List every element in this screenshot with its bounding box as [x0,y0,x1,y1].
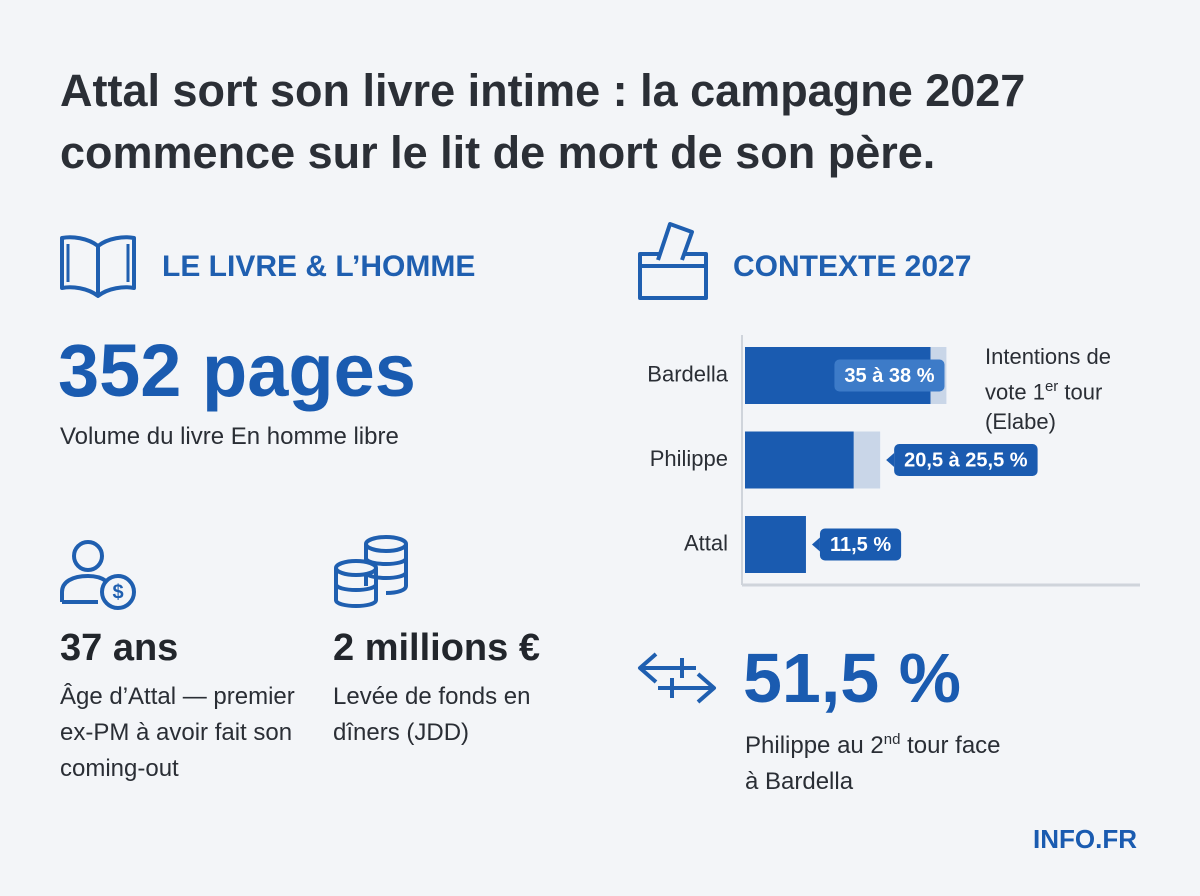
legend-sup: er [1044,378,1059,395]
runoff-value: 51,5 % [743,639,961,717]
category-label: Philippe [650,446,728,471]
swap-icon [638,652,716,704]
caption: Volume du livre En homme libre [60,423,399,450]
value-label: 11,5 % [830,534,891,556]
chart: Bardella 35 à 38 % Philippe 20,5 à 25,5 % At… [647,335,1140,587]
section-heading: CONTEXTE 2027 [733,250,972,283]
title: Attal sort son livre intime : la campagn… [60,65,1026,178]
label-pointer [811,537,820,552]
label-pill [819,528,902,561]
label-pill [834,359,945,392]
category-label: Bardella [647,361,728,386]
person-icon: $ [60,540,136,610]
coins-icon [334,535,408,608]
stat-caption: Âge d’Attal — premier ex-PM à avoir fait… [60,683,295,782]
section-heading: LE LIVRE & L’HOMME [162,250,476,283]
legend-text: Intentions de vote 1 [985,344,1111,405]
bar [745,431,854,489]
runoff-caption: Philippe au 2nd tour face à Bardella [745,722,1015,800]
legend: Intentions de vote 1er tour (Elabe) [985,342,1155,437]
svg-text:$: $ [112,581,123,603]
category-label: Attal [684,530,728,555]
stat-value: 37 ans [60,627,179,669]
label-pointer [886,453,895,467]
caption-text: Philippe au 2 [745,732,884,759]
value-label: 35 à 38 % [844,365,934,387]
ballot-icon [638,222,708,300]
stat-value: 2 millions € [333,627,540,669]
book-icon [60,235,136,298]
caption-text: tour face à Bardella [745,732,1001,795]
brand: INFO.FR [1033,824,1137,854]
label-pill [894,444,1038,476]
bar [745,516,806,573]
headline: 352 pages [58,329,416,412]
caption-sup: nd [883,731,901,748]
stat-caption: Levée de fonds en dîners (JDD) [333,683,531,746]
value-label: 20,5 à 25,5 % [904,449,1028,471]
legend-text: tour (Elabe) [985,379,1103,435]
